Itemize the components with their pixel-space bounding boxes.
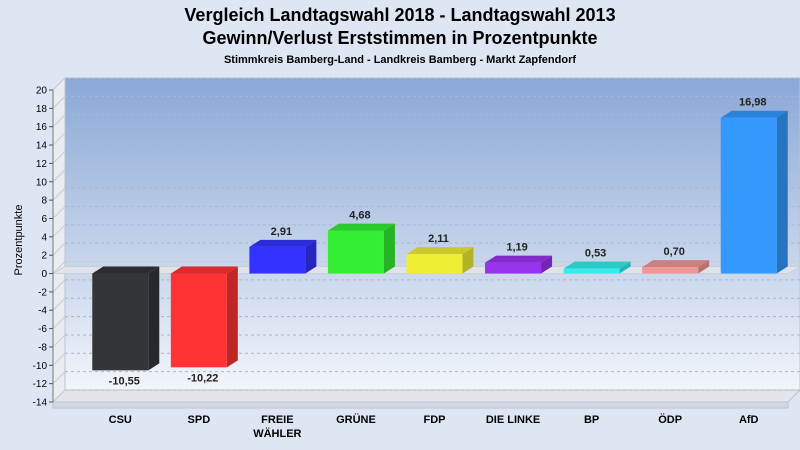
y-tick-label: -2 [38,287,47,298]
y-tick-label: -14 [33,398,48,409]
y-tick-label: -10 [33,361,48,372]
data-label: 1,19 [506,242,527,254]
y-tick-label: 2 [41,251,47,262]
grid-line-side [52,316,66,329]
grid-line-side [52,169,66,183]
grid-line-side [52,206,66,219]
bar-top [249,239,317,247]
bar-spd: -10,22 [170,266,238,384]
category-label: DIE LINKE [486,414,540,426]
y-tick-label: 8 [41,196,47,207]
bar-fdp: 2,11 [406,233,474,274]
grid-line-side [52,95,66,109]
bar-top [720,110,788,118]
category-label: AfD [739,414,759,426]
bar-die-linke: 1,19 [485,242,553,274]
bar-top [92,266,160,274]
y-tick-label: -6 [38,324,47,335]
bar-grüne: 4,68 [327,210,395,274]
bar-bp: 0,53 [563,248,631,274]
category-label: FDP [424,414,446,426]
y-tick-label: 4 [41,232,47,243]
y-tick-label: 16 [36,122,48,133]
bar [406,254,463,274]
y-tick-label: -4 [38,306,47,317]
grid-line-side [52,242,66,256]
chart-title: Vergleich Landtagswahl 2018 - Landtagswa… [184,5,616,25]
bar-side [541,255,553,274]
category-label: FREIE [261,414,293,426]
data-label: 16,98 [739,97,767,109]
y-tick-label: -12 [33,379,48,390]
bar-side [226,266,238,368]
bar-afd: 16,98 [720,97,788,274]
y-tick-label: 10 [36,177,48,188]
grid-line-side [52,132,66,146]
data-label: 2,91 [271,226,292,238]
data-label: 2,11 [428,233,449,245]
category-label: WÄHLER [253,427,301,440]
bar [92,273,149,371]
y-tick-label: 6 [41,214,47,225]
bar [327,230,384,274]
bar-top [327,223,395,231]
bar-side [148,266,160,371]
bar-side [776,110,788,274]
data-label: 0,70 [663,246,684,258]
bar-side [462,247,474,274]
grid-line-side [52,114,66,128]
category-label: GRÜNE [336,413,376,426]
grid-line-side [52,151,66,164]
bar [170,273,227,368]
plot-side-wall [52,76,66,404]
y-tick-label: 12 [36,159,48,170]
grid-line-side [52,389,66,403]
bar-side [305,239,317,274]
data-label: -10,55 [109,375,140,387]
y-tick-label: -8 [38,342,47,353]
chart-region-subtitle: Stimmkreis Bamberg-Land - Landkreis Bamb… [223,54,577,66]
bar-csu: -10,55 [92,266,160,387]
category-label: BP [584,414,599,426]
bar [485,262,542,274]
bar-side [698,260,710,274]
bar [563,268,620,274]
category-label: ÖDP [658,413,682,426]
y-axis-label: Prozentpunkte [13,205,25,276]
plot-floor [51,389,800,403]
bar-top [406,247,474,255]
data-label: 0,53 [585,248,606,260]
y-tick-label: 18 [36,104,48,115]
chart-subtitle: Gewinn/Verlust Erststimmen in Prozentpun… [202,28,598,48]
y-tick-label: 14 [36,141,48,152]
y-tick-label: 20 [36,86,48,97]
bar [642,267,699,274]
data-label: 4,68 [349,210,370,222]
category-label: SPD [188,414,211,426]
grid-line-side [52,261,66,274]
grid-line-side [52,279,66,293]
grid-line-side [52,334,66,348]
grid-line-side [52,297,66,311]
plot-floor-edge [52,401,789,409]
y-tick-label: 0 [41,269,47,280]
bar-side [619,261,631,274]
bar-top [642,260,710,268]
grid-line-side [52,371,66,385]
bar [249,246,306,274]
bar [720,117,777,274]
data-label: -10,22 [187,372,218,384]
grid-line-side [52,77,66,91]
category-label: CSU [109,414,132,426]
bar-ödp: 0,70 [642,246,710,274]
grid-line-side [52,187,66,201]
grid-line-side [52,224,66,238]
bar-top [170,266,238,274]
bar-top [563,261,631,269]
bar-top [485,255,553,263]
grid-line-side [52,352,66,366]
bar-side [383,223,395,274]
bar-freie-wähler: 2,91 [249,226,317,274]
